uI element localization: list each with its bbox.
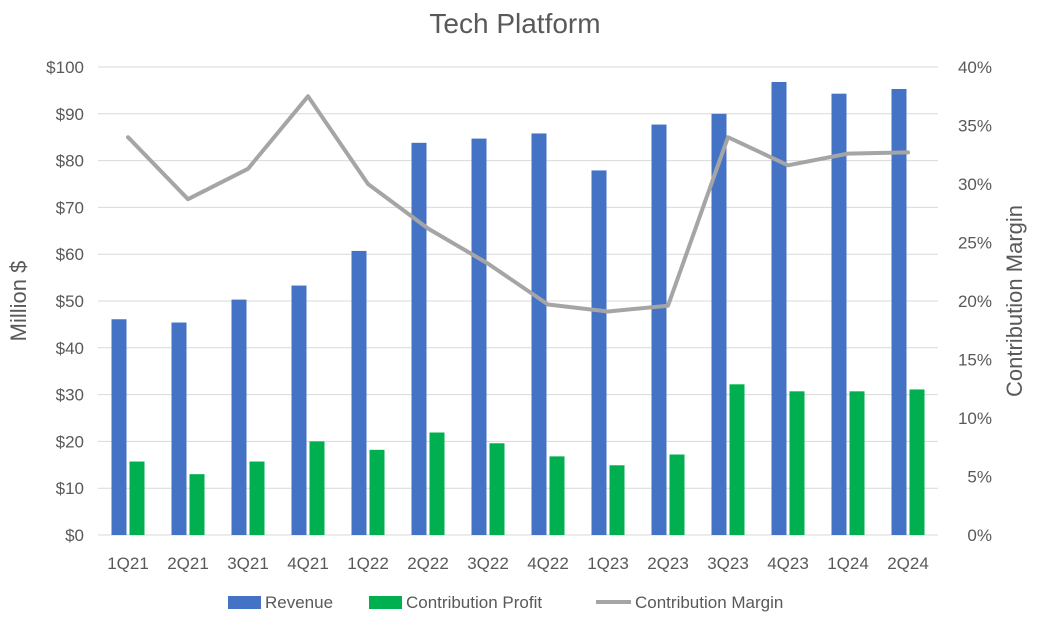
revenue-bar: [411, 142, 427, 536]
revenue-bar: [651, 124, 667, 536]
contribution-margin-line: [126, 94, 910, 314]
chart-title: Tech Platform: [429, 8, 600, 39]
x-tick-label: 3Q22: [467, 554, 509, 573]
y2-tick-label: 20%: [958, 292, 992, 311]
y2-tick-label: 30%: [958, 175, 992, 194]
revenue-bar: [711, 113, 727, 536]
y-axis-right: 0% 5% 10% 15% 20% 25% 30% 35% 40%: [958, 58, 992, 545]
revenue-bar: [891, 88, 907, 535]
y-tick-label: $0: [65, 526, 84, 545]
y-tick-label: $50: [56, 292, 84, 311]
y-tick-label: $80: [56, 152, 84, 171]
contribution-profit-bar: [789, 391, 805, 535]
legend-label: Contribution Profit: [406, 593, 542, 612]
x-tick-label: 4Q22: [527, 554, 569, 573]
y-tick-label: $40: [56, 339, 84, 358]
x-axis: 1Q21 2Q21 3Q21 4Q21 1Q22 2Q22 3Q22 4Q22 1Q23 2Q23…: [107, 554, 929, 573]
y-tick-label: $10: [56, 479, 84, 498]
y2-tick-label: 35%: [958, 117, 992, 136]
contribution-profit-bar: [549, 456, 565, 535]
x-tick-label: 2Q24: [887, 554, 929, 573]
y2-axis-label: Contribution Margin: [1002, 205, 1027, 397]
y-tick-label: $60: [56, 245, 84, 264]
y-tick-label: $70: [56, 198, 84, 217]
line-series: [126, 94, 910, 314]
revenue-bar: [831, 93, 847, 536]
revenue-bar: [591, 170, 607, 536]
y2-tick-label: 25%: [958, 234, 992, 253]
legend-swatch: [228, 596, 261, 609]
revenue-bar: [471, 138, 487, 535]
legend-item-contribution-profit: Contribution Profit: [369, 593, 542, 612]
y2-tick-label: 40%: [958, 58, 992, 77]
x-tick-label: 1Q21: [107, 554, 149, 573]
legend-label: Contribution Margin: [635, 593, 783, 612]
y-tick-label: $30: [56, 386, 84, 405]
y2-tick-label: 0%: [967, 526, 992, 545]
contribution-profit-bar: [489, 443, 505, 535]
y2-tick-label: 10%: [958, 409, 992, 428]
contribution-profit-bar: [309, 441, 325, 535]
revenue-bar: [531, 133, 547, 535]
y-tick-label: $90: [56, 105, 84, 124]
revenue-bar: [351, 250, 367, 535]
contribution-profit-bar: [189, 474, 205, 535]
y-axis-left: $0 $10 $20 $30 $40 $50 $60 $70 $80 $90 $100: [46, 58, 84, 545]
contribution-profit-bar: [729, 384, 745, 535]
revenue-bar: [771, 81, 787, 535]
revenue-bar: [111, 319, 127, 535]
contribution-profit-bar: [429, 432, 445, 535]
contribution-profit-bar: [609, 465, 625, 535]
x-tick-label: 3Q21: [227, 554, 269, 573]
x-tick-label: 2Q22: [407, 554, 449, 573]
contribution-profit-bar: [849, 391, 865, 535]
contribution-profit-bar: [369, 449, 385, 535]
legend-swatch: [369, 596, 402, 609]
contribution-profit-bar: [669, 454, 685, 535]
revenue-bar: [291, 285, 307, 535]
x-tick-label: 2Q23: [647, 554, 689, 573]
x-tick-label: 4Q23: [767, 554, 809, 573]
x-tick-label: 1Q22: [347, 554, 389, 573]
x-tick-label: 1Q24: [827, 554, 869, 573]
y-tick-label: $100: [46, 58, 84, 77]
legend-label: Revenue: [265, 593, 333, 612]
legend-item-revenue: Revenue: [228, 593, 333, 612]
y2-tick-label: 15%: [958, 351, 992, 370]
x-tick-label: 3Q23: [707, 554, 749, 573]
x-tick-label: 2Q21: [167, 554, 209, 573]
y-tick-label: $20: [56, 432, 84, 451]
y2-tick-label: 5%: [967, 468, 992, 487]
gridlines: [98, 66, 938, 536]
contribution-profit-bar: [249, 461, 265, 535]
revenue-bar: [171, 322, 187, 535]
contribution-profit-bar: [129, 461, 145, 535]
legend: Revenue Contribution Profit Contribution M…: [228, 593, 783, 612]
contribution-profit-bar: [909, 389, 925, 535]
legend-item-contribution-margin: Contribution Margin: [596, 593, 783, 612]
x-tick-label: 1Q23: [587, 554, 629, 573]
bar-series: [111, 81, 925, 536]
y-axis-label: Million $: [6, 261, 31, 342]
revenue-bar: [231, 299, 247, 535]
x-tick-label: 4Q21: [287, 554, 329, 573]
